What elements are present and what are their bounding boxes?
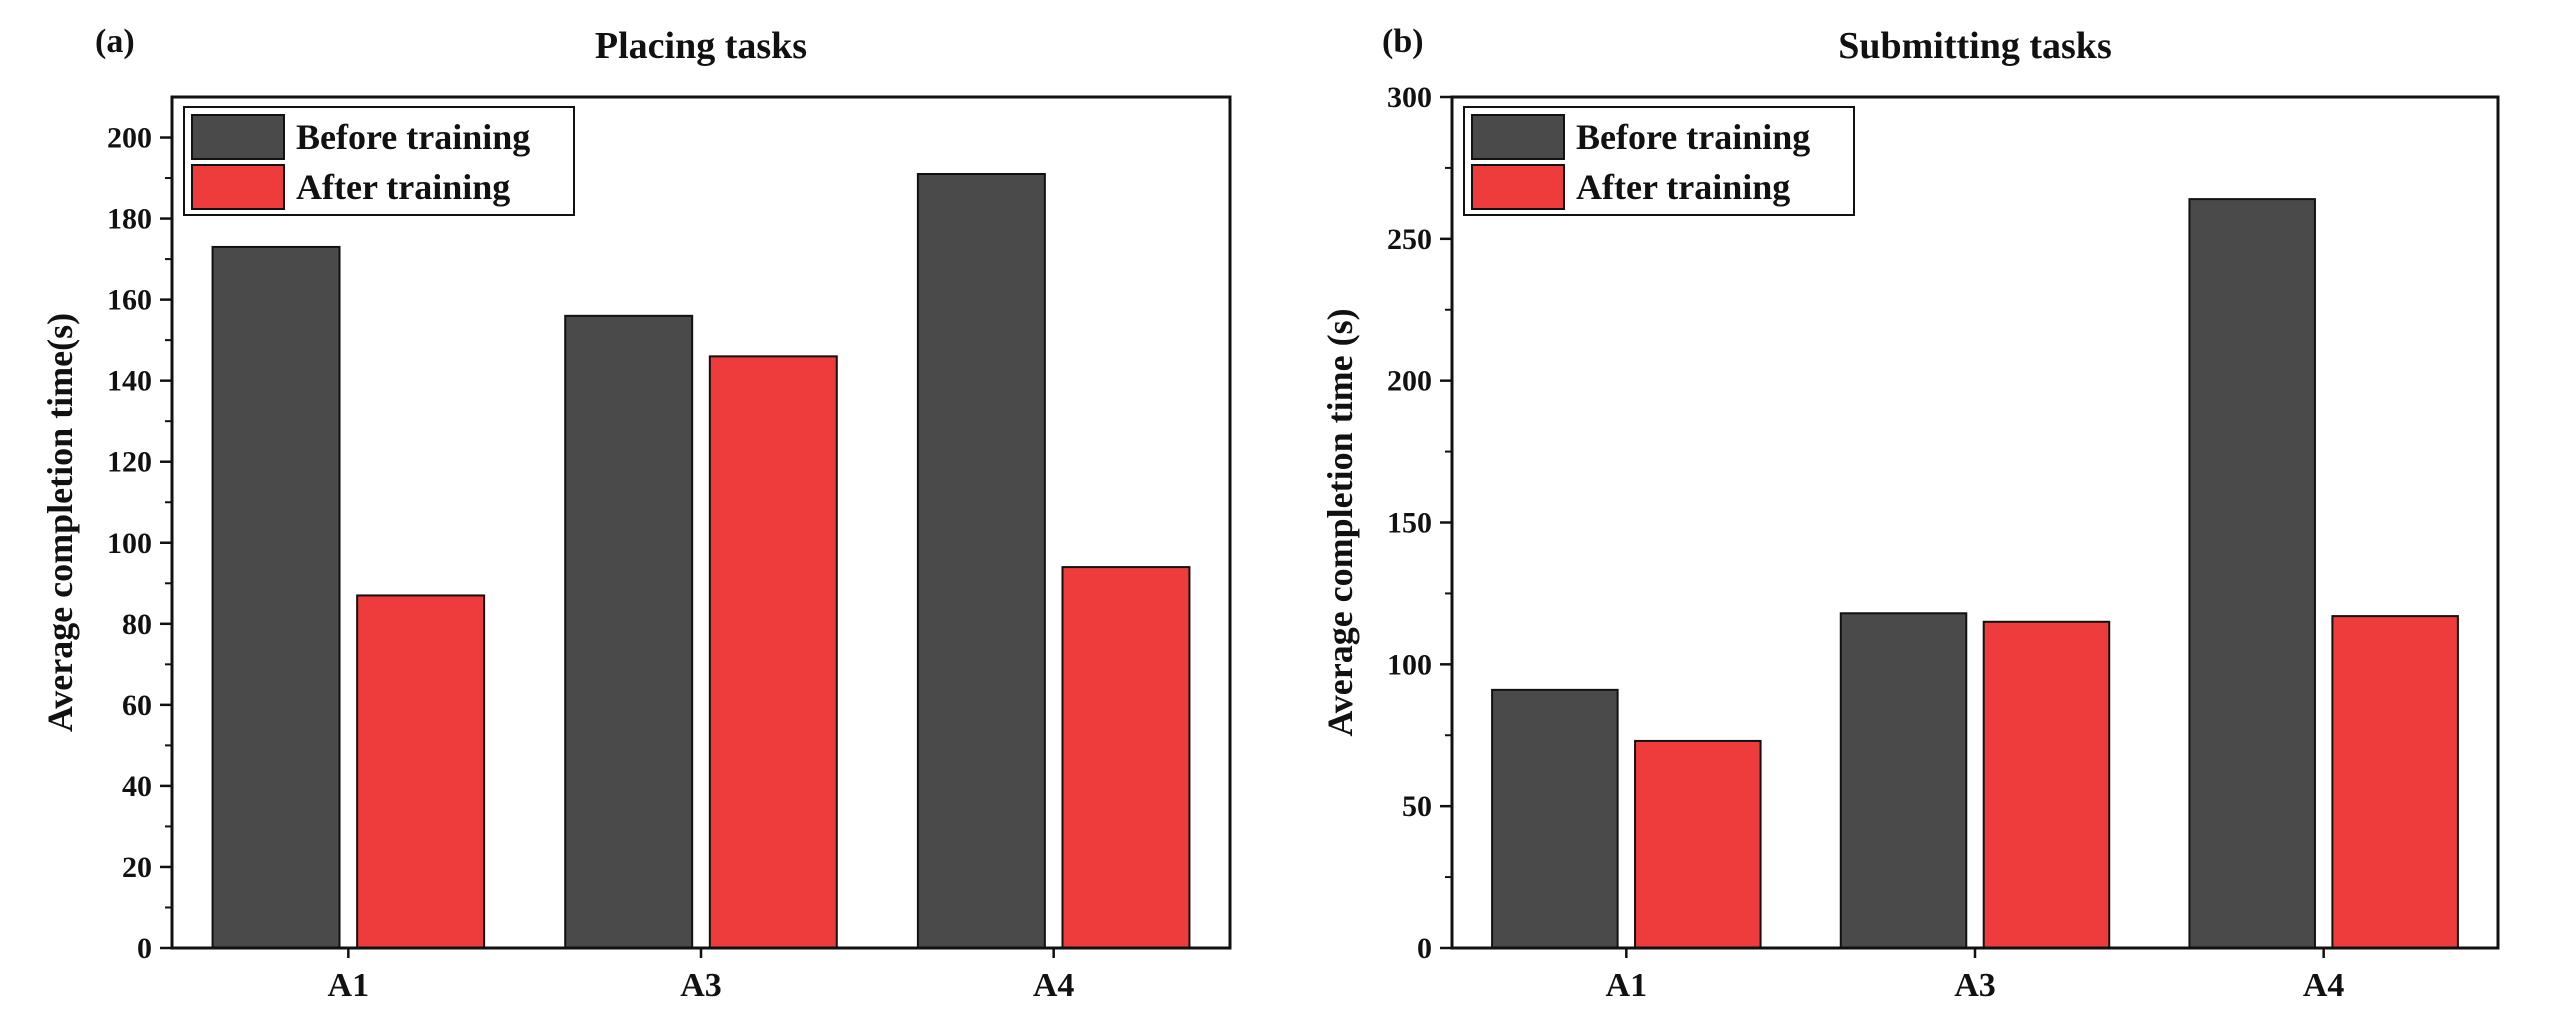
- plot-frame: [1450, 95, 2500, 950]
- y-tick-label: 200: [107, 122, 152, 155]
- y-tick-label: 80: [122, 608, 152, 641]
- legend-swatch-after-training: [1471, 164, 1565, 210]
- legend-swatch-before-training: [1471, 114, 1565, 160]
- chart-title: Submitting tasks: [1838, 25, 2111, 67]
- bar-before-training-a4: [2188, 198, 2316, 949]
- y-tick-label: 40: [122, 770, 152, 803]
- legend-label-before-training: Before training: [1576, 117, 1810, 157]
- chart-panel-b: (b) Submitting tasks A1 A3 A4 0 50 100 150 200 250…: [1320, 23, 2500, 1004]
- bar-after-training-a3: [708, 355, 838, 950]
- y-tick-label: 0: [137, 932, 152, 965]
- x-tick-label: A3: [680, 967, 722, 1004]
- legend: Before training After training: [183, 106, 575, 216]
- y-tick-label: 250: [1387, 223, 1432, 256]
- x-tick-label: A1: [328, 967, 370, 1004]
- bar-after-training-a1: [356, 594, 486, 949]
- x-tick-label: A4: [1033, 967, 1075, 1004]
- y-tick-label: 50: [1402, 790, 1432, 823]
- bar-after-training-a3: [1982, 620, 2111, 949]
- bar-before-training-a3: [564, 314, 694, 950]
- y-axis-label: Average completion time (s): [1320, 308, 1360, 736]
- y-tick-label: 60: [122, 689, 152, 722]
- y-tick-label: 140: [107, 365, 152, 398]
- y-tick-label: 100: [107, 527, 152, 560]
- bar-before-training-a1: [1491, 688, 1619, 949]
- chart-panel-a: (a) Placing tasks A1 A3 A4 0 20 40 60 80 100 120 140…: [40, 23, 1232, 1004]
- bar-after-training-a4: [1061, 566, 1191, 949]
- legend-label-before-training: Before training: [296, 117, 530, 157]
- x-tick-label: A1: [1606, 967, 1648, 1004]
- y-tick-label: 20: [122, 851, 152, 884]
- y-tick-label: 160: [107, 284, 152, 317]
- bar-before-training-a1: [211, 245, 341, 949]
- legend-swatch-before-training: [191, 114, 285, 160]
- legend: Before training After training: [1463, 106, 1855, 216]
- y-axis-label: Average completion time(s): [40, 313, 80, 732]
- panel-label: (a): [95, 23, 135, 60]
- plot-frame: [170, 95, 1232, 950]
- y-tick-label: 100: [1387, 648, 1432, 681]
- bar-after-training-a4: [2331, 615, 2459, 949]
- bar-after-training-a1: [1634, 739, 1762, 949]
- y-tick-label: 150: [1387, 507, 1432, 540]
- x-tick-label: A3: [1954, 967, 1996, 1004]
- legend-label-after-training: After training: [296, 167, 510, 207]
- panel-label: (b): [1382, 23, 1424, 60]
- x-tick-label: A4: [2303, 967, 2345, 1004]
- legend-label-after-training: After training: [1576, 167, 1790, 207]
- y-tick-label: 300: [1387, 81, 1432, 114]
- legend-swatch-after-training: [191, 164, 285, 210]
- y-tick-label: 0: [1417, 932, 1432, 965]
- bar-before-training-a4: [916, 172, 1046, 949]
- y-tick-label: 180: [107, 203, 152, 236]
- chart-title: Placing tasks: [595, 25, 807, 67]
- y-tick-label: 200: [1387, 365, 1432, 398]
- bar-before-training-a3: [1839, 612, 1968, 949]
- y-tick-label: 120: [107, 446, 152, 479]
